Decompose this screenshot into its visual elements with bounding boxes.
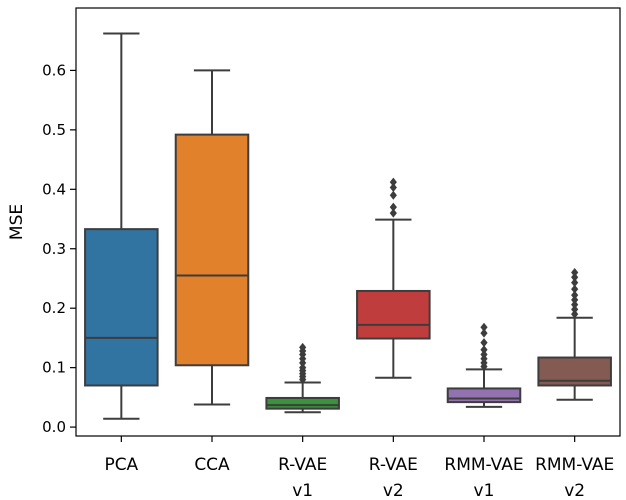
y-tick-label: 0.6: [42, 61, 66, 79]
outlier-point: [480, 338, 488, 348]
box-group: [446, 322, 522, 408]
outlier-point: [389, 208, 397, 218]
outlier-point: [480, 328, 488, 338]
y-tick-label: 0.0: [42, 418, 66, 436]
x-tick-label-line2: v2: [564, 481, 585, 500]
box-group: [356, 177, 431, 379]
outlier-point: [389, 190, 397, 200]
outlier-point: [480, 345, 488, 355]
iqr-box: [265, 396, 340, 410]
outlier-point: [571, 268, 579, 278]
x-tick-label-line2: v1: [474, 481, 495, 500]
x-axis: PCA CCA R-VAE v1 R-VAE v2 RMM-VAE v1 RMM-VAE v2: [104, 436, 614, 500]
x-tick-label: RMM-VAE: [444, 455, 523, 475]
outlier-point: [571, 295, 579, 305]
x-tick-label: R-VAE: [369, 455, 418, 475]
x-tick-label: R-VAE: [278, 455, 327, 475]
iqr-box: [446, 387, 522, 404]
outlier-point: [480, 350, 488, 360]
box-group: [84, 32, 159, 420]
outlier-point: [389, 177, 397, 187]
outlier-point: [571, 300, 579, 310]
outlier-point: [571, 278, 579, 288]
box-group: [537, 268, 612, 401]
y-tick-label: 0.3: [42, 240, 66, 258]
iqr-box: [356, 289, 431, 340]
box-group: [265, 342, 340, 414]
outlier-point: [571, 272, 579, 282]
iqr-box: [174, 133, 250, 367]
x-tick-label-line2: v2: [383, 481, 404, 500]
outlier-point: [299, 363, 307, 373]
y-tick-label: 0.4: [42, 180, 66, 198]
outlier-point: [299, 342, 307, 352]
outlier-point: [480, 322, 488, 332]
x-tick-label: CCA: [194, 455, 230, 475]
y-tick-label: 0.5: [42, 121, 66, 139]
y-axis: 0.0 0.1 0.2 0.3 0.4 0.5 0.6: [42, 61, 76, 436]
box-group: [174, 69, 250, 406]
x-tick-label-line2: v1: [292, 481, 313, 500]
outlier-point: [571, 309, 579, 319]
y-tick-label: 0.1: [42, 359, 66, 377]
iqr-box: [84, 228, 159, 387]
y-tick-label: 0.2: [42, 299, 66, 317]
x-tick-label: PCA: [104, 455, 138, 475]
boxes-layer: [84, 32, 612, 420]
plot-frame: [75, 7, 621, 437]
outlier-point: [389, 202, 397, 212]
outlier-point: [571, 290, 579, 300]
x-tick-label: RMM-VAE: [535, 455, 614, 475]
outlier-point: [389, 183, 397, 193]
outlier-point: [571, 304, 579, 314]
outlier-point: [571, 284, 579, 294]
y-axis-title: MSE: [7, 204, 27, 240]
